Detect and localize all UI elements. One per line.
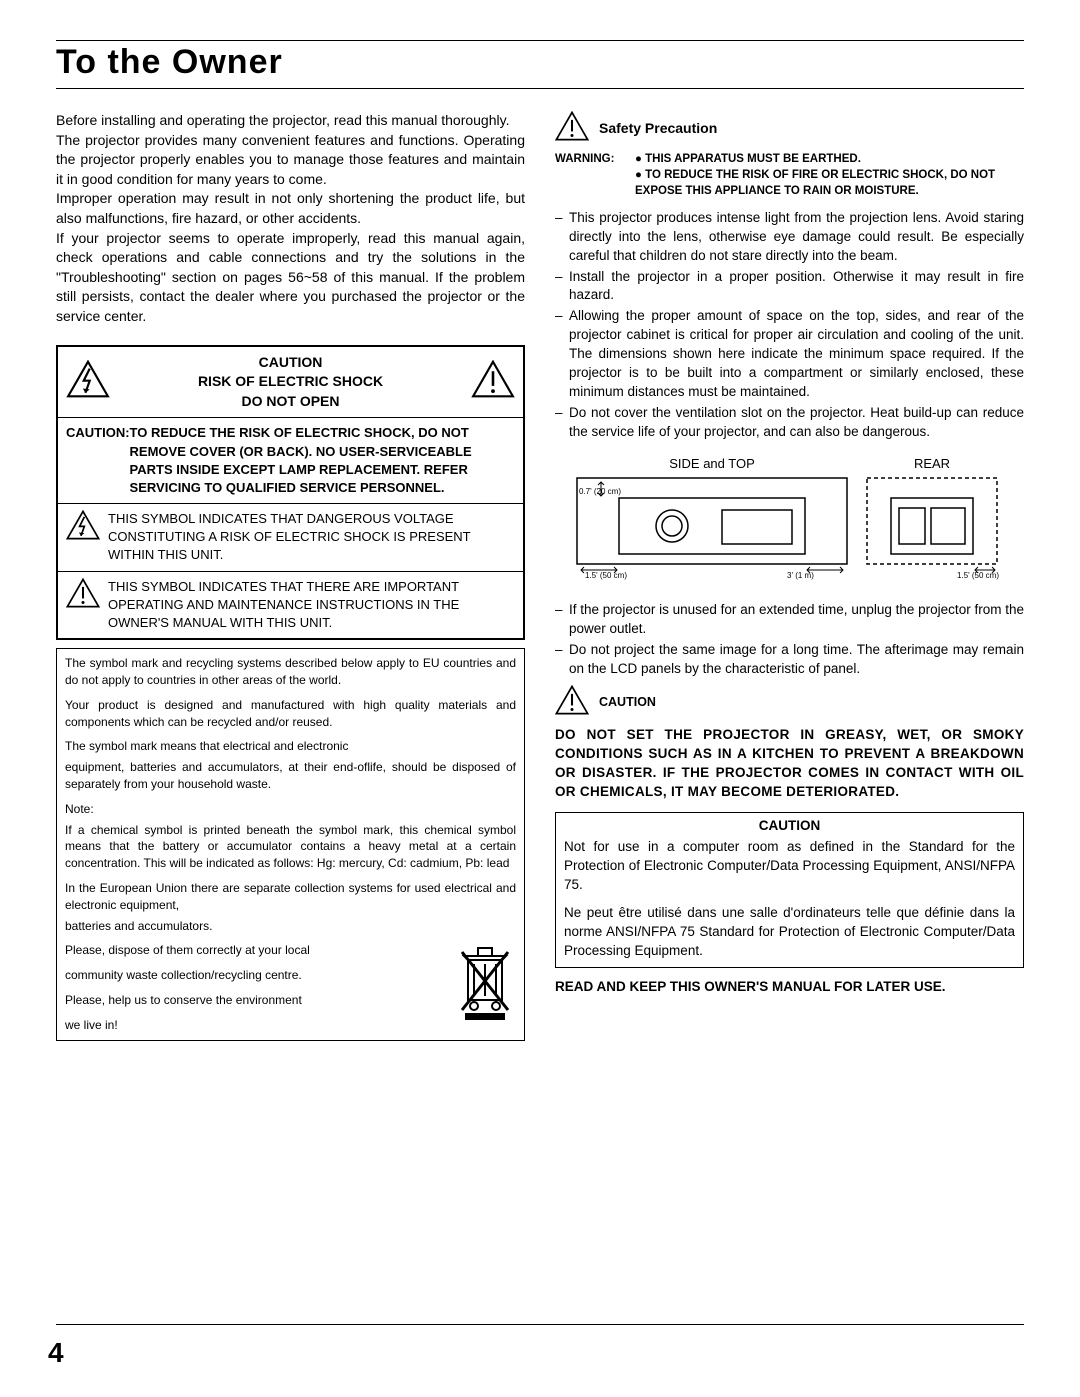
caution-body-cell: CAUTION: TO REDUCE THE RISK OF ELECTRIC … [57,418,524,504]
symbol-voltage-cell: THIS SYMBOL INDICATES THAT DANGEROUS VOL… [57,504,524,572]
weee-bin-icon [454,942,516,1027]
right-column: Safety Precaution WARNING: ● THIS APPARA… [555,111,1024,1041]
warning-list: WARNING: ● THIS APPARATUS MUST BE EARTHE… [555,151,1024,199]
page-root: To the Owner Before installing and opera… [0,0,1080,1071]
caution-computer-room-box: CAUTION Not for use in a computer room a… [555,812,1024,968]
page-number: 4 [48,1337,64,1369]
exclamation-triangle-icon [555,111,589,147]
symbol-excl-cell: THIS SYMBOL INDICATES THAT THERE ARE IMP… [57,571,524,639]
footer-rule [56,1324,1024,1325]
high-voltage-icon [66,510,100,565]
recycling-p4: equipment, batteries and accumulators, a… [65,759,516,793]
warning-bullet-1: THIS APPARATUS MUST BE EARTHED. [645,153,861,165]
precaution-list: –This projector produces intense light f… [555,209,1024,442]
precaution-5: If the projector is unused for an extend… [569,601,1024,639]
caution-header-text: CAUTION RISK OF ELECTRIC SHOCK DO NOT OP… [198,353,383,412]
caution-room-header: CAUTION [564,817,1015,836]
recycling-p1: The symbol mark and recycling systems de… [65,655,516,689]
clearance-diagram: SIDE and TOP REAR 0.7' (20 cm) 1.5' (50 … [567,450,1024,596]
exclamation-triangle-icon [471,360,515,403]
high-voltage-icon [66,360,110,403]
recycling-note: Note: [65,801,516,818]
title-bar: To the Owner [56,40,1024,89]
caution-line1: CAUTION [198,353,383,373]
fig-label-rear: REAR [914,456,950,471]
recycling-p6: In the European Union there are separate… [65,880,516,914]
caution-header-cell: CAUTION RISK OF ELECTRIC SHOCK DO NOT OP… [57,346,524,418]
exclamation-triangle-icon [555,685,589,721]
caution-shock-table: CAUTION RISK OF ELECTRIC SHOCK DO NOT OP… [56,345,525,641]
recycling-p11: we live in! [65,1017,442,1034]
two-column-layout: Before installing and operating the proj… [56,111,1024,1041]
page-title: To the Owner [56,43,1024,82]
safety-header: Safety Precaution [555,111,1024,147]
left-column: Before installing and operating the proj… [56,111,525,1041]
precaution-3: Allowing the proper amount of space on t… [569,307,1024,401]
precaution-2: Install the projector in a proper positi… [569,268,1024,306]
caution-room-fr: Ne peut être utilisé dans une salle d'or… [564,904,1015,961]
caution-line3: DO NOT OPEN [198,392,383,412]
keep-manual-text: READ AND KEEP THIS OWNER'S MANUAL FOR LA… [555,978,1024,997]
warning-bullet-2: TO REDUCE THE RISK OF FIRE OR ELECTRIC S… [635,169,995,197]
recycling-p3: The symbol mark means that electrical an… [65,738,516,755]
svg-text:3' (1 m): 3' (1 m) [787,571,814,580]
svg-text:1.5' (50 cm): 1.5' (50 cm) [585,571,627,580]
caution-kitchen-block: CAUTION DO NOT SET THE PROJECTOR IN GREA… [555,685,1024,802]
caution-line2: RISK OF ELECTRIC SHOCK [198,372,383,392]
exclamation-triangle-icon [66,578,100,633]
recycling-p2: Your product is designed and manufacture… [65,697,516,731]
precaution-1: This projector produces intense light fr… [569,209,1024,266]
recycling-p8: Please, dispose of them correctly at you… [65,942,442,959]
precaution-6: Do not project the same image for a long… [569,641,1024,679]
caution-lead: CAUTION: [66,424,130,497]
caution-kitchen-label: CAUTION [599,694,656,712]
recycling-info-box: The symbol mark and recycling systems de… [56,648,525,1040]
recycling-p7: batteries and accumulators. [65,918,516,935]
symbol-voltage-text: THIS SYMBOL INDICATES THAT DANGEROUS VOL… [108,510,515,565]
precaution-4: Do not cover the ventilation slot on the… [569,404,1024,442]
intro-text: Before installing and operating the proj… [56,111,525,327]
safety-title: Safety Precaution [599,119,717,139]
precaution-list-2: –If the projector is unused for an exten… [555,601,1024,679]
caution-room-en: Not for use in a computer room as define… [564,838,1015,895]
symbol-excl-text: THIS SYMBOL INDICATES THAT THERE ARE IMP… [108,578,515,633]
recycling-bin-text: Please, dispose of them correctly at you… [65,942,442,1033]
recycling-p5: If a chemical symbol is printed beneath … [65,822,516,872]
caution-kitchen-text: DO NOT SET THE PROJECTOR IN GREASY, WET,… [555,726,1024,802]
recycling-p9: community waste collection/recycling cen… [65,967,442,984]
fig-label-side-top: SIDE and TOP [669,456,755,471]
warning-lead: WARNING: [555,151,635,167]
recycling-p10: Please, help us to conserve the environm… [65,992,442,1009]
caution-tail: TO REDUCE THE RISK OF ELECTRIC SHOCK, DO… [130,424,515,497]
